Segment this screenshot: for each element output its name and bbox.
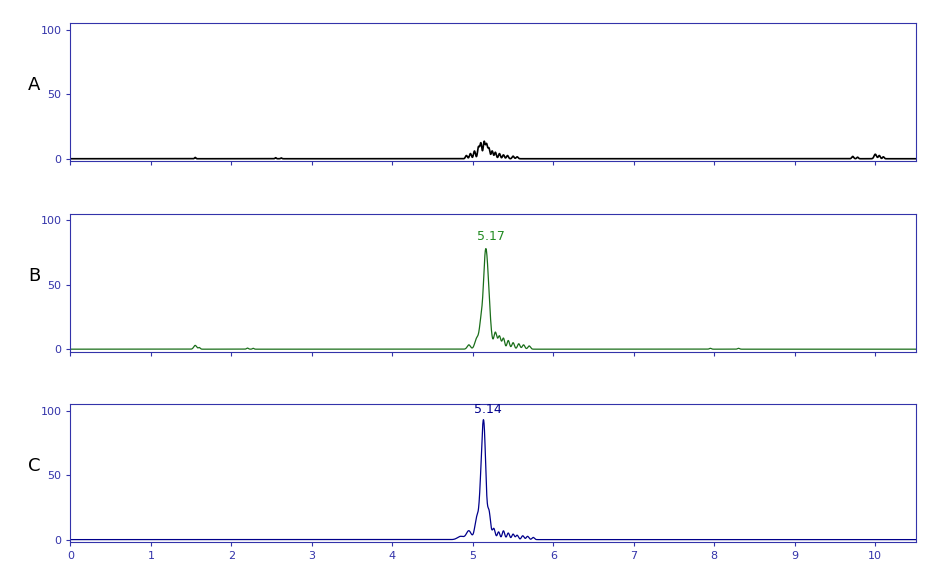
Text: C: C: [28, 457, 40, 475]
Text: B: B: [28, 267, 40, 285]
Text: 5.14: 5.14: [474, 403, 502, 416]
Text: A: A: [28, 76, 40, 94]
Text: 5.17: 5.17: [477, 230, 504, 244]
